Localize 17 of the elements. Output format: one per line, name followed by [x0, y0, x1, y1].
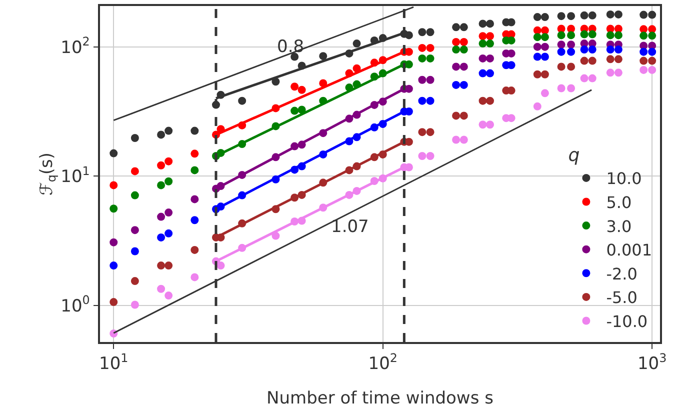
x-tick-label: 10$^{2}$ [368, 351, 398, 374]
y-tick-label: 10$^{0}$ [60, 293, 90, 316]
legend-label: -10.0 [606, 312, 648, 331]
legend-label: 5.0 [606, 192, 632, 212]
x-tick-label: 10$^{3}$ [637, 351, 667, 374]
annotation: 1.07 [331, 217, 369, 237]
annotation: 0.8 [277, 37, 304, 57]
legend-title: q [568, 145, 580, 166]
y-tick-label: 10$^{1}$ [60, 164, 90, 188]
legend-label: 10.0 [606, 169, 642, 188]
legend-label: 0.001 [606, 240, 652, 260]
x-tick-label: 10$^{1}$ [99, 351, 128, 374]
legend-label: -2.0 [606, 264, 638, 284]
legend-label: 3.0 [606, 216, 632, 236]
legend-label: -5.0 [606, 288, 638, 308]
y-tick-label: 10$^{2}$ [60, 34, 90, 58]
x-axis-title: Number of time windows s [266, 388, 494, 408]
